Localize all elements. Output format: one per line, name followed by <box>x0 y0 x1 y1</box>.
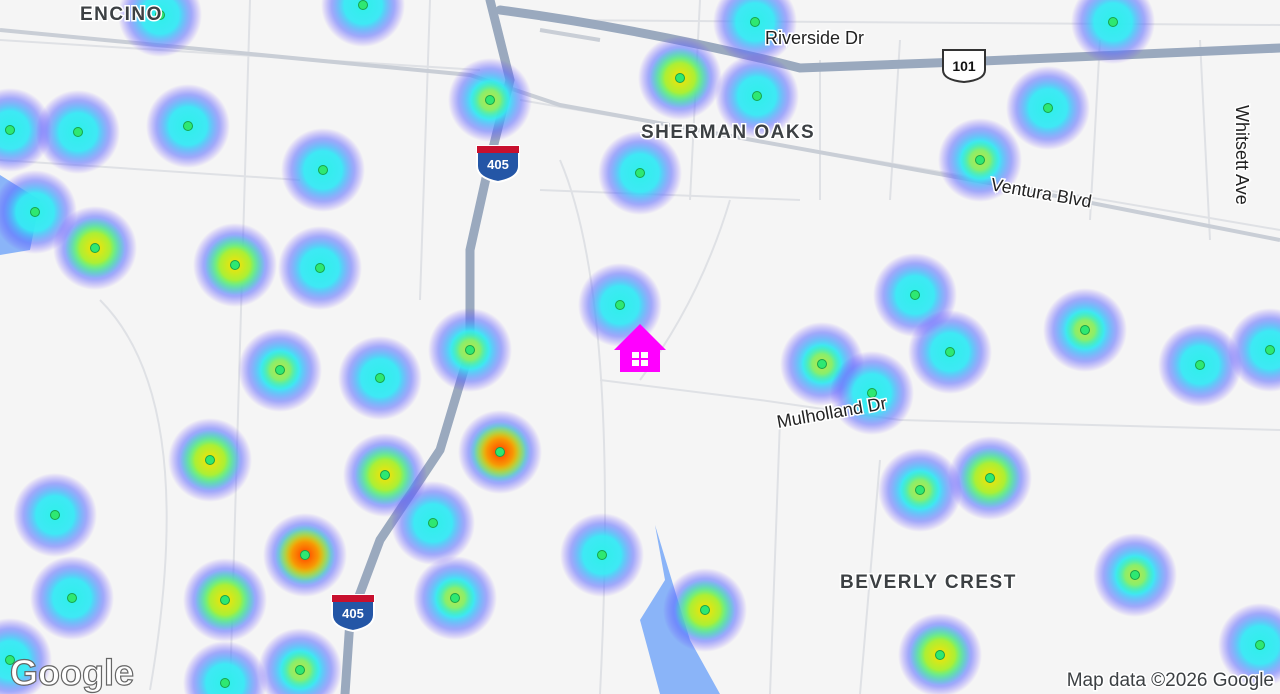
location-dot <box>1130 570 1140 580</box>
street-label: Riverside Dr <box>765 28 864 48</box>
location-dot <box>318 165 328 175</box>
heat-blob <box>713 0 797 64</box>
location-dot <box>615 300 625 310</box>
location-dot <box>935 650 945 660</box>
location-dot <box>495 447 505 457</box>
shield-101: 101 <box>942 49 986 84</box>
location-dot <box>1255 640 1265 650</box>
location-dot <box>1043 103 1053 113</box>
location-dot <box>5 655 15 665</box>
heat-blob <box>1071 0 1155 64</box>
location-dot <box>867 388 877 398</box>
location-dot <box>300 550 310 560</box>
street-label: Whitsett Ave <box>1232 105 1252 205</box>
location-dot <box>915 485 925 495</box>
location-dot <box>380 470 390 480</box>
location-dot <box>945 347 955 357</box>
location-dot <box>1080 325 1090 335</box>
location-dot <box>485 95 495 105</box>
location-dot <box>358 0 368 10</box>
location-dot <box>220 595 230 605</box>
location-dot <box>375 373 385 383</box>
location-dot <box>975 155 985 165</box>
location-dot <box>67 593 77 603</box>
heat-blob <box>0 618 52 694</box>
labels-layer: ENCINO SHERMAN OAKS BEVERLY CREST Rivers… <box>79 3 1254 595</box>
shield-label: 405 <box>342 606 364 621</box>
location-dot <box>428 518 438 528</box>
location-dot <box>450 593 460 603</box>
location-dot <box>315 263 325 273</box>
location-dot <box>30 207 40 217</box>
location-dot <box>597 550 607 560</box>
location-dot <box>275 365 285 375</box>
location-dot <box>230 260 240 270</box>
location-dot <box>155 10 165 20</box>
location-dot <box>5 125 15 135</box>
location-dot <box>295 665 305 675</box>
shield-label: 101 <box>952 58 976 74</box>
location-dot <box>220 678 230 688</box>
location-dot <box>1195 360 1205 370</box>
location-dot <box>635 168 645 178</box>
location-dot <box>910 290 920 300</box>
location-dot <box>750 17 760 27</box>
place-label: ENCINO <box>80 4 163 25</box>
location-dot <box>205 455 215 465</box>
shield-405: 405 <box>331 594 375 633</box>
home-marker <box>614 324 666 372</box>
heat-blob <box>0 88 52 172</box>
heat-blob <box>183 641 267 694</box>
heat-blob <box>1218 603 1280 687</box>
attribution: Map data ©2026 Google <box>1067 670 1274 691</box>
location-dot <box>675 73 685 83</box>
google-logo: Google <box>10 652 134 693</box>
heat-blob <box>118 0 202 57</box>
location-dot <box>1265 345 1275 355</box>
location-dot <box>700 605 710 615</box>
heat-blob <box>1228 308 1280 392</box>
heat-blob <box>321 0 405 47</box>
location-dot <box>50 510 60 520</box>
place-label: BEVERLY CREST <box>840 572 1017 593</box>
location-dot <box>73 127 83 137</box>
location-dot <box>817 359 827 369</box>
shield-405: 405 <box>476 145 520 184</box>
location-dot <box>465 345 475 355</box>
place-label: SHERMAN OAKS <box>641 122 815 143</box>
location-dot <box>183 121 193 131</box>
shield-label: 405 <box>487 157 509 172</box>
location-dot <box>985 473 995 483</box>
location-dot <box>752 91 762 101</box>
location-dot <box>1108 17 1118 27</box>
location-dot <box>90 243 100 253</box>
